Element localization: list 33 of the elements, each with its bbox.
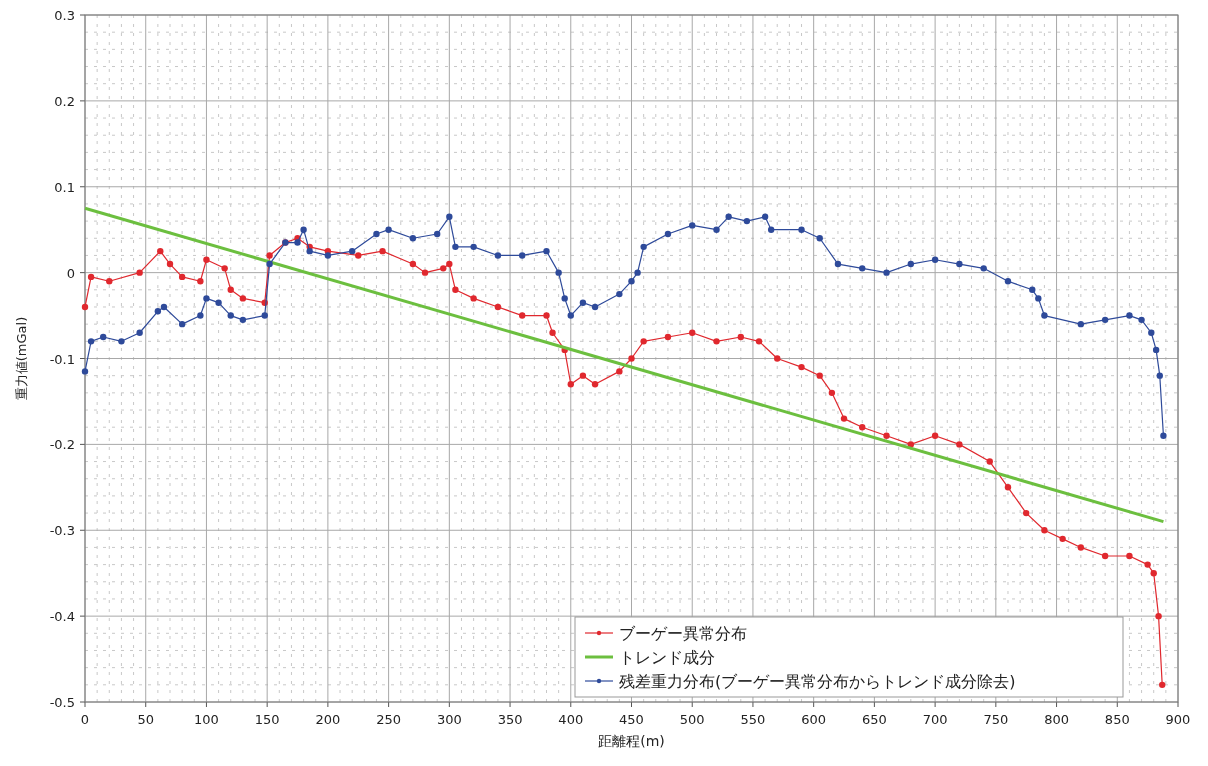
y-tick-label: -0.2: [49, 437, 75, 453]
legend-label: ブーゲー異常分布: [619, 624, 747, 643]
x-tick-label: 550: [740, 712, 766, 727]
legend-label: 残差重力分布(ブーゲー異常分布からトレンド成分除去): [619, 672, 1016, 691]
x-tick-label: 250: [376, 712, 402, 727]
x-tick-label: 150: [254, 712, 280, 727]
y-axis-title: 重力値(mGal): [14, 316, 29, 401]
y-tick-label: -0.1: [49, 351, 75, 367]
x-tick-label: 700: [922, 712, 948, 727]
x-tick-label: 100: [194, 712, 219, 727]
x-tick-label: 50: [137, 712, 154, 727]
x-tick-label: 750: [983, 712, 1009, 727]
y-tick-label: -0.3: [49, 523, 75, 539]
x-tick-label: 300: [436, 712, 462, 727]
x-tick-label: 500: [679, 712, 705, 727]
x-tick-label: 900: [1165, 712, 1191, 727]
x-axis-title: 距離程(m): [598, 733, 665, 749]
x-tick-label: 400: [558, 712, 584, 727]
y-tick-label: 0.3: [54, 8, 75, 23]
y-tick-label: 0.2: [54, 93, 75, 109]
x-tick-label: 350: [497, 712, 523, 727]
x-tick-label: 800: [1044, 712, 1069, 727]
x-tick-label: 450: [619, 712, 644, 727]
x-tick-label: 0: [80, 712, 90, 727]
y-tick-label: 0.1: [54, 179, 75, 195]
y-tick-label: -0.4: [49, 609, 75, 625]
x-tick-label: 650: [861, 712, 887, 727]
x-tick-label: 850: [1104, 712, 1130, 727]
y-tick-label: -0.5: [49, 695, 75, 710]
x-tick-label: 600: [801, 712, 827, 727]
legend-label: トレンド成分: [619, 648, 715, 667]
x-tick-label: 200: [315, 712, 341, 727]
y-tick-label: 0: [66, 265, 75, 281]
